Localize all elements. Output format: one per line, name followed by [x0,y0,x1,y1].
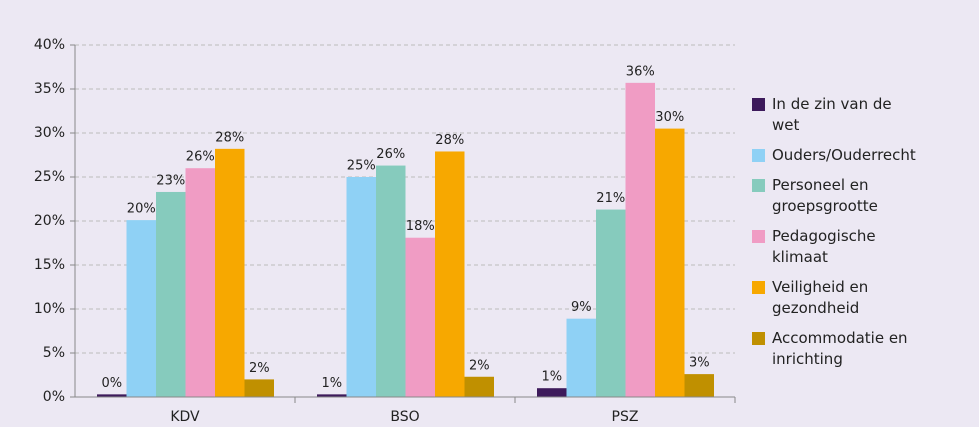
data-label: 23% [156,173,185,188]
legend-swatch [752,179,765,192]
bar [537,388,567,397]
data-label: 20% [127,202,156,217]
y-tick-label: 40% [34,37,65,53]
bar [464,376,494,397]
bar [126,220,156,397]
bar [405,237,435,397]
legend-swatch [752,98,765,111]
bar [376,165,406,397]
bar [625,82,655,397]
chart: 0%5%10%15%20%25%30%35%40%KDV0%20%23%26%2… [34,37,736,425]
y-tick-label: 25% [34,169,65,185]
y-tick-label: 15% [34,257,65,273]
legend-label: Personeel en groepsgrootte [772,176,878,215]
data-label: 1% [541,370,562,385]
legend-item: Personeel en groepsgrootte [752,175,979,217]
legend-label: Pedagogische klimaat [772,227,876,266]
legend-item: Accommodatie en inrichting [752,328,979,370]
legend-swatch [752,149,765,162]
legend-swatch [752,281,765,294]
data-label: 25% [347,159,376,174]
data-label: 2% [469,358,490,373]
data-label: 26% [376,147,405,162]
legend-item: Pedagogische klimaat [752,226,979,268]
bar [596,209,626,397]
data-label: 2% [249,361,270,376]
legend-swatch [752,230,765,243]
data-label: 3% [689,356,710,371]
legend-swatch [752,332,765,345]
data-label: 26% [186,150,215,165]
y-tick-label: 20% [34,213,65,229]
legend-label: Veiligheid en gezondheid [772,278,869,317]
legend-label: In de zin van de wet [772,95,892,134]
legend-label: Ouders/Ouderrecht [772,146,916,164]
data-label: 0% [101,376,122,391]
y-tick-label: 10% [34,301,65,317]
data-label: 9% [571,300,592,315]
bar [435,151,465,397]
bar [97,394,127,397]
bar [156,191,186,397]
data-label: 21% [596,191,625,206]
legend-item: In de zin van de wet [752,94,979,136]
legend-item: Ouders/Ouderrecht [752,145,979,166]
bar [317,394,347,397]
bar [185,168,215,397]
legend-item: Veiligheid en gezondheid [752,277,979,319]
bar [346,177,376,397]
bar [684,374,714,397]
data-label: 1% [321,376,342,391]
y-tick-label: 30% [34,125,65,141]
y-tick-label: 0% [43,389,65,405]
x-tick-label: BSO [390,409,419,425]
data-label: 30% [655,110,684,125]
legend-label: Accommodatie en inrichting [772,329,908,368]
bar [655,128,685,397]
y-tick-label: 35% [34,81,65,97]
bar [244,379,274,397]
bar [566,318,596,397]
data-label: 36% [626,64,655,79]
x-tick-label: PSZ [612,409,639,425]
data-label: 18% [406,219,435,234]
data-label: 28% [215,130,244,145]
y-tick-label: 5% [43,345,65,361]
legend: In de zin van de wet Ouders/Ouderrecht Per… [752,94,979,379]
data-label: 28% [435,133,464,148]
x-tick-label: KDV [170,409,200,425]
bar [215,148,245,397]
